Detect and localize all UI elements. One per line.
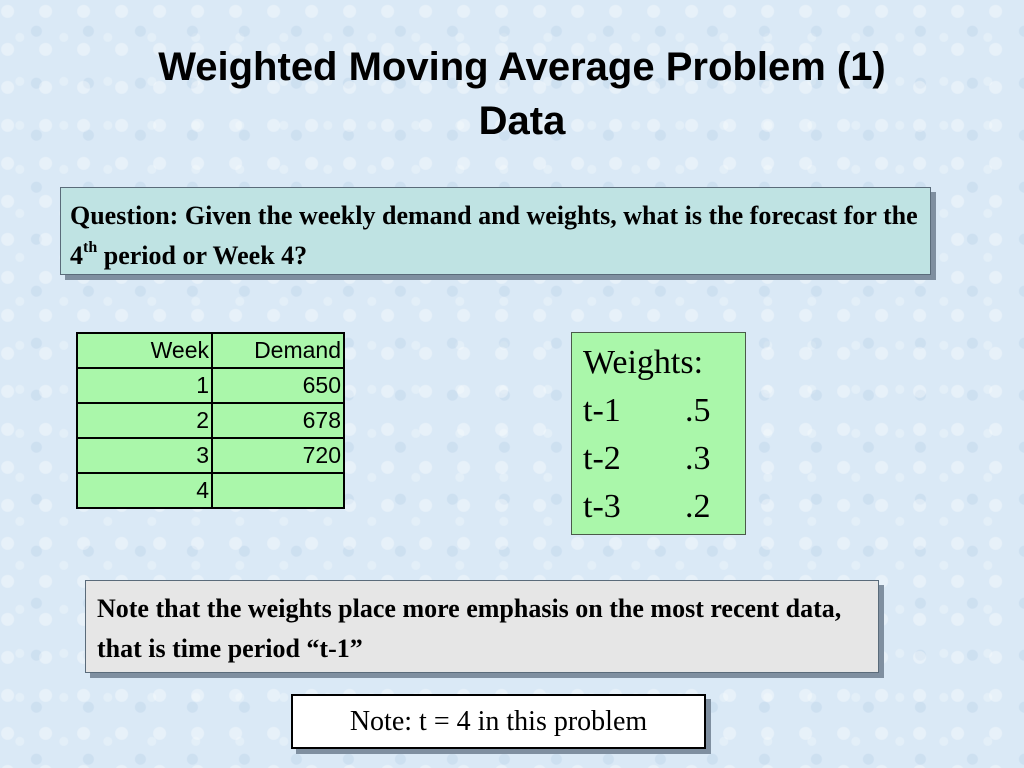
emphasis-note-box: Note that the weights place more emphasi… <box>85 580 879 673</box>
week-cell: 1 <box>76 367 213 404</box>
weight-lag: t-2 <box>583 440 621 477</box>
demand-cell: 720 <box>211 437 345 474</box>
demand-cell: 650 <box>211 367 345 404</box>
question-superscript: th <box>83 239 98 257</box>
slide-title: Weighted Moving Average Problem (1) Data <box>0 40 1024 148</box>
slide-title-line-1: Weighted Moving Average Problem (1) <box>158 45 886 89</box>
table-header-row: Week Demand <box>76 332 345 369</box>
emphasis-note-text: Note that the weights place more emphasi… <box>97 594 842 663</box>
week-cell: 3 <box>76 437 213 474</box>
header-week: Week <box>76 332 213 369</box>
weight-lag: t-1 <box>583 392 621 429</box>
demand-table: Week Demand 1 650 2 678 3 720 4 <box>76 332 345 509</box>
demand-cell <box>211 472 345 509</box>
period-note-text: Note: t = 4 in this problem <box>349 706 648 737</box>
table-row: 3 720 <box>76 437 345 474</box>
week-cell: 4 <box>76 472 213 509</box>
period-note-box: Note: t = 4 in this problem <box>291 694 706 749</box>
question-text-end: period or Week 4? <box>97 241 308 270</box>
weight-row: t-3 .2 <box>583 483 745 531</box>
header-demand: Demand <box>211 332 345 369</box>
question-text: Question: Given the weekly demand and we… <box>70 201 918 270</box>
slide-title-line-2: Data <box>478 99 566 143</box>
weight-value: .5 <box>685 392 711 429</box>
table-row: 1 650 <box>76 367 345 404</box>
weight-row: t-2 .3 <box>583 435 745 483</box>
demand-cell: 678 <box>211 402 345 439</box>
weights-heading: Weights: <box>583 344 704 381</box>
weight-value: .3 <box>685 440 711 477</box>
weights-box: Weights: t-1 .5 t-2 .3 t-3 .2 <box>571 332 746 535</box>
question-box: Question: Given the weekly demand and we… <box>60 187 931 275</box>
week-cell: 2 <box>76 402 213 439</box>
weight-row: t-1 .5 <box>583 387 745 435</box>
weight-lag: t-3 <box>583 488 621 525</box>
table-row: 2 678 <box>76 402 345 439</box>
table-row: 4 <box>76 472 345 509</box>
weight-value: .2 <box>685 488 711 525</box>
